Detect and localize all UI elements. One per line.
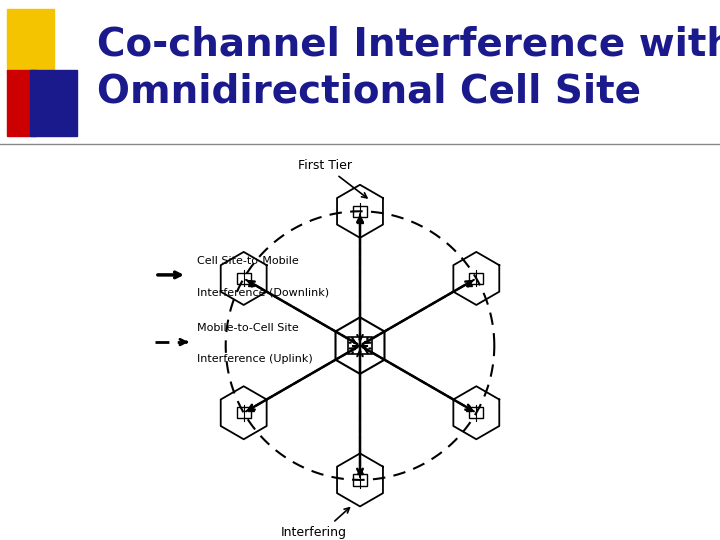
Bar — [237, 407, 251, 419]
Bar — [353, 206, 367, 217]
Bar — [30, 70, 77, 136]
Text: Co-channel Interference with
Omnidirectional Cell Site: Co-channel Interference with Omnidirecti… — [97, 25, 720, 111]
Text: Interference (Uplink): Interference (Uplink) — [197, 354, 313, 364]
Bar — [469, 273, 483, 284]
Text: Mobile-to-Cell Site: Mobile-to-Cell Site — [197, 323, 300, 333]
Text: Interference (Downlink): Interference (Downlink) — [197, 287, 330, 298]
Bar — [469, 407, 483, 419]
Text: Interfering
cell: Interfering cell — [281, 508, 349, 540]
Bar — [7, 70, 36, 136]
Bar — [348, 337, 372, 354]
Bar — [7, 9, 54, 72]
Text: First Tier: First Tier — [297, 159, 367, 198]
Bar — [237, 273, 251, 284]
Text: Cell Site-to-Mobile: Cell Site-to-Mobile — [197, 256, 300, 266]
Bar — [353, 474, 367, 485]
